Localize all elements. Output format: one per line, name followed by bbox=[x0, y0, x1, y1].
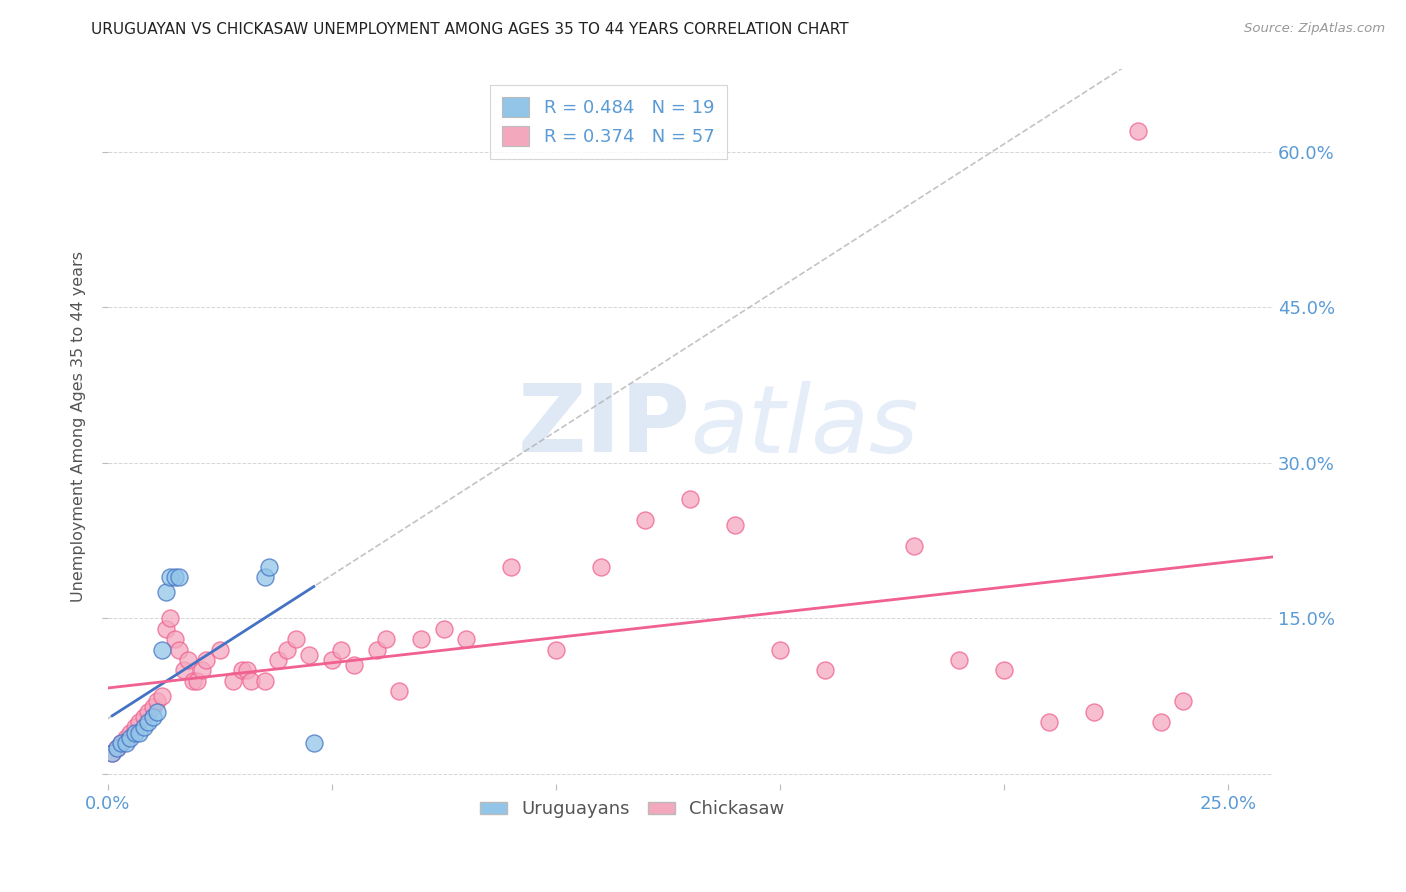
Point bbox=[302, 736, 325, 750]
Point bbox=[253, 570, 276, 584]
Point bbox=[136, 715, 159, 730]
Point bbox=[191, 663, 214, 677]
Point bbox=[814, 663, 837, 677]
Point bbox=[142, 710, 165, 724]
Point bbox=[993, 663, 1015, 677]
Point bbox=[114, 731, 136, 745]
Text: atlas: atlas bbox=[690, 381, 918, 472]
Point bbox=[110, 736, 132, 750]
Point bbox=[769, 642, 792, 657]
Point bbox=[433, 622, 456, 636]
Point bbox=[298, 648, 321, 662]
Point bbox=[120, 731, 142, 745]
Point bbox=[208, 642, 231, 657]
Point bbox=[124, 720, 146, 734]
Point bbox=[155, 585, 177, 599]
Point bbox=[124, 725, 146, 739]
Point bbox=[150, 690, 173, 704]
Text: ZIP: ZIP bbox=[517, 381, 690, 473]
Point bbox=[1083, 705, 1105, 719]
Point bbox=[110, 736, 132, 750]
Y-axis label: Unemployment Among Ages 35 to 44 years: Unemployment Among Ages 35 to 44 years bbox=[72, 251, 86, 602]
Point bbox=[146, 705, 169, 719]
Point bbox=[132, 720, 155, 734]
Point bbox=[136, 705, 159, 719]
Point bbox=[1173, 694, 1195, 708]
Point bbox=[267, 653, 290, 667]
Point bbox=[235, 663, 257, 677]
Point bbox=[186, 673, 208, 688]
Point bbox=[253, 673, 276, 688]
Point bbox=[1150, 715, 1173, 730]
Point bbox=[169, 642, 191, 657]
Point bbox=[257, 559, 280, 574]
Point bbox=[142, 699, 165, 714]
Point bbox=[321, 653, 343, 667]
Point bbox=[169, 570, 191, 584]
Point bbox=[589, 559, 612, 574]
Point bbox=[222, 673, 245, 688]
Point bbox=[146, 694, 169, 708]
Point bbox=[1038, 715, 1060, 730]
Point bbox=[679, 492, 702, 507]
Point bbox=[181, 673, 204, 688]
Point bbox=[101, 747, 124, 761]
Point bbox=[163, 632, 186, 647]
Point bbox=[724, 518, 747, 533]
Point bbox=[276, 642, 298, 657]
Point bbox=[132, 710, 155, 724]
Point bbox=[240, 673, 263, 688]
Point bbox=[903, 539, 925, 553]
Point bbox=[231, 663, 253, 677]
Point bbox=[128, 715, 150, 730]
Point bbox=[329, 642, 352, 657]
Point bbox=[374, 632, 396, 647]
Point bbox=[105, 741, 128, 756]
Point bbox=[544, 642, 567, 657]
Point bbox=[159, 570, 181, 584]
Point bbox=[159, 611, 181, 625]
Point bbox=[1128, 124, 1150, 138]
Point bbox=[120, 725, 142, 739]
Point bbox=[195, 653, 218, 667]
Legend: Uruguayans, Chickasaw: Uruguayans, Chickasaw bbox=[472, 793, 792, 825]
Point bbox=[105, 741, 128, 756]
Point bbox=[150, 642, 173, 657]
Point bbox=[128, 725, 150, 739]
Point bbox=[163, 570, 186, 584]
Point bbox=[499, 559, 522, 574]
Point bbox=[388, 684, 411, 698]
Point bbox=[284, 632, 307, 647]
Point bbox=[343, 658, 366, 673]
Point bbox=[114, 736, 136, 750]
Point bbox=[456, 632, 478, 647]
Point bbox=[155, 622, 177, 636]
Point bbox=[634, 513, 657, 527]
Point bbox=[366, 642, 388, 657]
Text: URUGUAYAN VS CHICKASAW UNEMPLOYMENT AMONG AGES 35 TO 44 YEARS CORRELATION CHART: URUGUAYAN VS CHICKASAW UNEMPLOYMENT AMON… bbox=[91, 22, 849, 37]
Point bbox=[173, 663, 195, 677]
Point bbox=[177, 653, 200, 667]
Text: Source: ZipAtlas.com: Source: ZipAtlas.com bbox=[1244, 22, 1385, 36]
Point bbox=[101, 747, 124, 761]
Point bbox=[948, 653, 970, 667]
Point bbox=[411, 632, 433, 647]
